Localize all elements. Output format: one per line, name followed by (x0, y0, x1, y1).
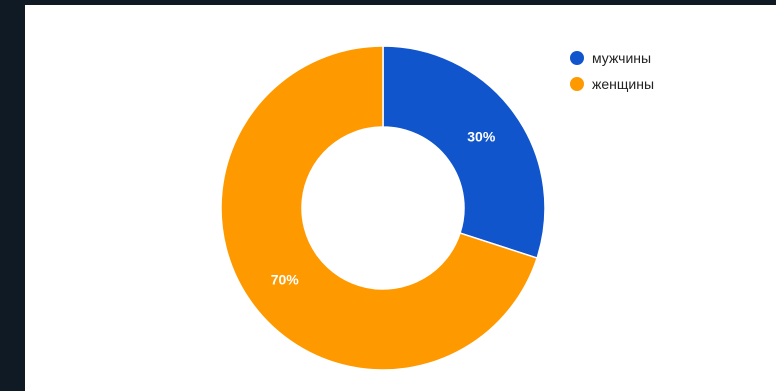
legend-swatch-men (570, 51, 584, 65)
legend-swatch-women (570, 77, 584, 91)
legend-label-men: мужчины (592, 50, 652, 66)
legend-item-women: женщины (570, 71, 654, 97)
legend: мужчины женщины (570, 45, 654, 97)
legend-item-men: мужчины (570, 45, 654, 71)
donut-chart: 30% 70% (220, 45, 546, 371)
chart-panel: 30% 70% мужчины женщины (25, 5, 776, 391)
data-label-women: 70% (271, 271, 300, 287)
slice-men (382, 45, 546, 260)
data-label-men: 30% (467, 129, 496, 145)
slice-women (220, 45, 539, 371)
legend-label-women: женщины (592, 76, 655, 92)
